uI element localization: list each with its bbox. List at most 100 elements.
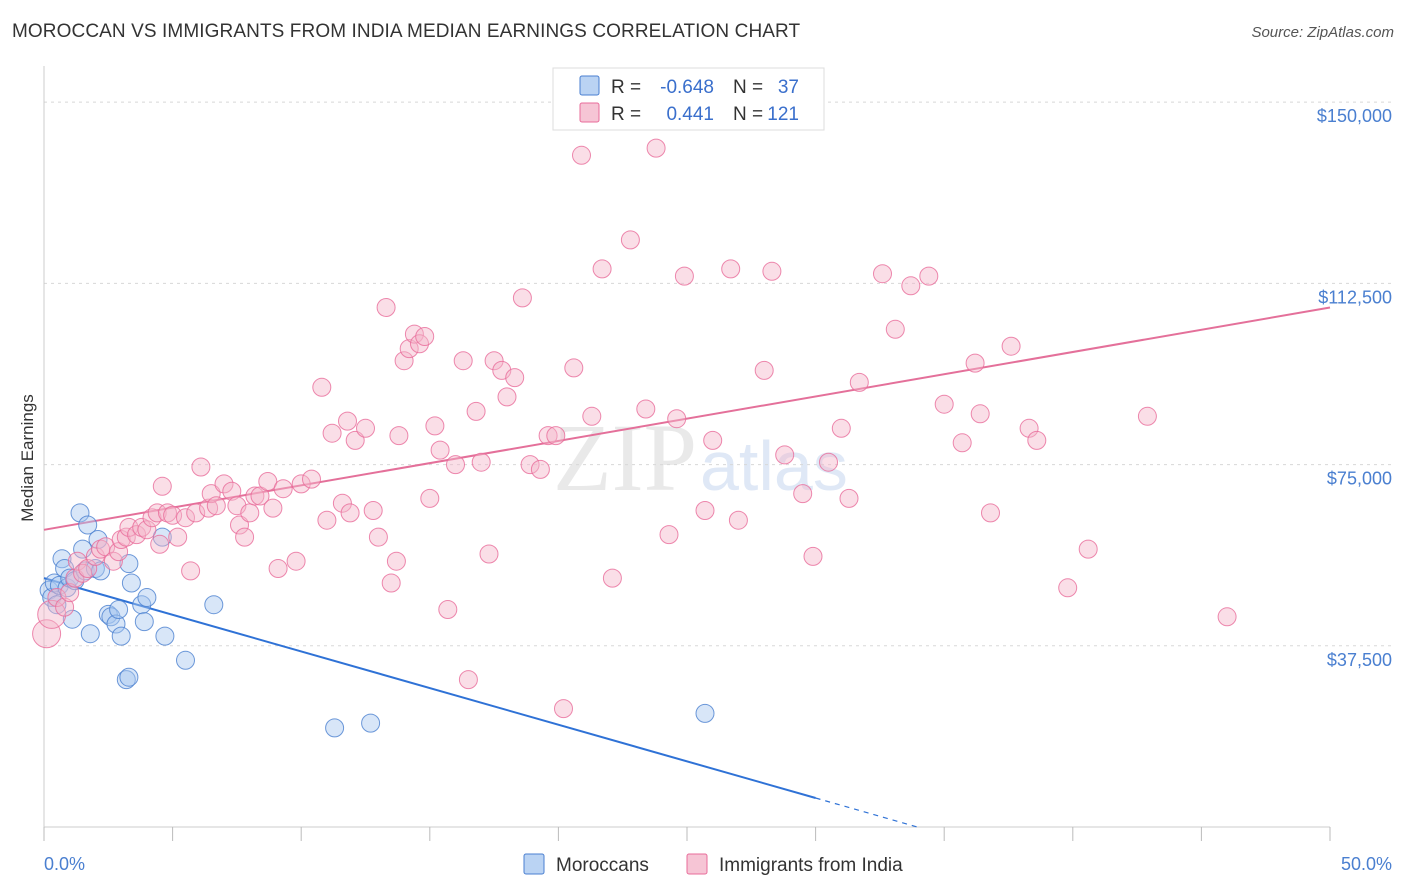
x-tick-max: 50.0%	[1341, 854, 1392, 874]
point-india	[425, 416, 445, 436]
point-moroccans	[62, 609, 82, 629]
point-india	[667, 409, 687, 429]
point-india	[206, 496, 226, 516]
point-moroccans	[116, 670, 136, 690]
y-tick-label: $37,500	[1327, 650, 1392, 670]
y-tick-labels: $37,500 $75,000 $112,500 $150,000	[1317, 106, 1392, 670]
point-india	[572, 145, 591, 165]
trendline-moroccans	[43, 577, 816, 799]
point-india	[356, 418, 375, 438]
point-moroccans	[111, 626, 131, 646]
point-india	[222, 481, 242, 501]
point-india	[150, 534, 170, 554]
point-india	[520, 455, 540, 475]
point-india	[312, 377, 332, 397]
point-india	[158, 503, 177, 523]
point-india	[1078, 539, 1098, 559]
point-india	[1217, 607, 1237, 627]
point-india	[695, 501, 715, 520]
point-india	[466, 401, 486, 421]
point-india	[965, 353, 985, 373]
point-india	[181, 561, 201, 581]
point-moroccans	[204, 595, 224, 615]
y-tick-label: $150,000	[1317, 106, 1392, 126]
point-moroccans	[44, 573, 64, 593]
point-india	[363, 501, 383, 520]
point-india	[538, 426, 558, 446]
point-moroccans	[121, 573, 141, 593]
point-india	[430, 440, 450, 460]
point-india	[250, 486, 270, 506]
legend-swatch-india	[579, 102, 600, 123]
point-moroccans	[152, 527, 172, 547]
point-india	[322, 423, 342, 443]
point-moroccans	[98, 604, 118, 624]
point-india	[646, 138, 666, 158]
trendline-india	[43, 306, 1331, 531]
point-india	[592, 259, 612, 279]
point-india	[240, 503, 260, 523]
point-india	[775, 445, 795, 465]
point-india	[479, 544, 499, 564]
point-india	[317, 510, 337, 530]
point-india	[901, 276, 921, 296]
bottom-legend-swatch-moroccans	[523, 853, 545, 875]
point-india	[230, 515, 249, 535]
point-india	[263, 498, 283, 518]
point-india	[291, 474, 311, 494]
y-axis-label: Median Earnings	[18, 394, 37, 522]
point-moroccans	[137, 588, 157, 607]
point-india	[512, 288, 532, 308]
point-india	[659, 525, 679, 545]
point-india	[952, 433, 972, 453]
legend-swatch-moroccans	[579, 75, 600, 96]
point-india	[674, 266, 694, 286]
trendline-moroccans-extension	[815, 797, 919, 828]
point-india	[415, 327, 435, 346]
legend-r-value-2: 0.441	[666, 104, 714, 125]
point-india	[728, 510, 748, 530]
point-india	[199, 498, 219, 518]
point-india	[754, 360, 774, 380]
point-india	[147, 503, 167, 523]
point-india	[505, 368, 525, 388]
point-india	[1001, 336, 1021, 356]
point-india	[849, 372, 869, 392]
chart-source: Source: ZipAtlas.com	[1251, 24, 1394, 41]
bottom-legend: Moroccans Immigrants from India	[523, 853, 903, 876]
watermark-atlas: atlas	[700, 427, 848, 505]
point-india	[47, 588, 67, 607]
point-india	[368, 527, 388, 547]
point-india	[1058, 578, 1078, 598]
point-moroccans	[155, 626, 175, 646]
point-india	[1137, 406, 1157, 426]
point-india	[186, 503, 206, 523]
point-india	[191, 457, 211, 477]
point-india	[453, 351, 473, 371]
point-india	[201, 484, 221, 504]
y-tick-label: $112,500	[1318, 287, 1392, 307]
point-india	[831, 418, 851, 438]
point-india	[376, 298, 396, 317]
point-india	[446, 455, 465, 475]
point-india	[345, 430, 365, 450]
point-india	[819, 452, 838, 472]
point-india	[620, 230, 640, 250]
point-india	[176, 508, 195, 528]
point-india	[721, 259, 741, 279]
point-india	[338, 411, 357, 431]
point-india	[152, 476, 172, 496]
point-moroccans	[176, 650, 195, 670]
point-india	[386, 551, 406, 571]
point-india	[286, 551, 306, 571]
point-india	[919, 266, 939, 286]
point-india	[839, 488, 859, 508]
point-india	[970, 404, 990, 424]
point-moroccans	[60, 568, 80, 588]
legend-n-label-2: N =	[733, 104, 763, 125]
point-india	[78, 559, 98, 578]
point-india	[340, 503, 360, 523]
point-india	[214, 474, 234, 494]
point-india	[636, 399, 656, 419]
